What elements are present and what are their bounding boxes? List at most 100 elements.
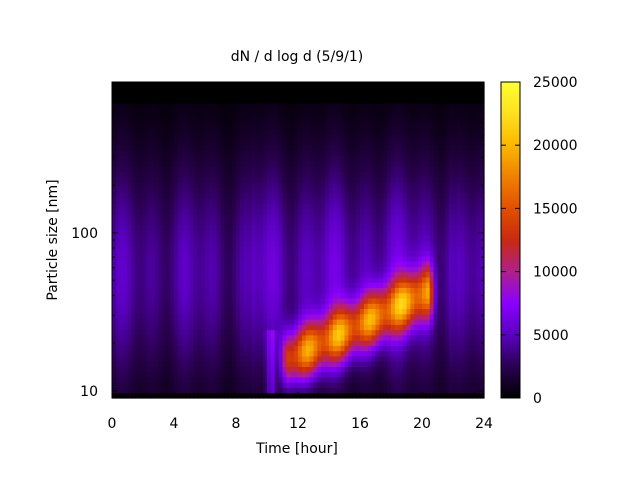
- heatmap-cell: [371, 387, 377, 394]
- heatmap-cell: [406, 245, 411, 252]
- heatmap-cell: [422, 113, 427, 120]
- heatmap-cell: [282, 292, 287, 299]
- heatmap-cell: [205, 308, 210, 315]
- heatmap-cell: [170, 376, 175, 383]
- heatmap-cell: [379, 261, 384, 267]
- heatmap-cell: [286, 134, 291, 141]
- heatmap-cell: [205, 376, 210, 383]
- heatmap-cell: [387, 266, 392, 273]
- heatmap-cell: [352, 340, 357, 346]
- heatmap-cell: [286, 166, 291, 173]
- heatmap-cell: [143, 313, 148, 320]
- heatmap-cell: [375, 203, 380, 209]
- heatmap-cell: [344, 161, 349, 167]
- heatmap-cell: [177, 324, 183, 331]
- heatmap-cell: [348, 197, 353, 204]
- heatmap-cell: [177, 255, 183, 262]
- heatmap-cell: [267, 124, 272, 130]
- heatmap-cell: [154, 350, 160, 357]
- heatmap-cell: [425, 218, 431, 225]
- heatmap-cell: [158, 155, 163, 162]
- heatmap-cell: [154, 276, 160, 283]
- heatmap-cell: [154, 218, 160, 225]
- heatmap-cell: [123, 392, 129, 399]
- heatmap-cell: [309, 155, 315, 162]
- heatmap-cell: [239, 266, 245, 273]
- heatmap-cell: [422, 308, 427, 315]
- heatmap-cell: [309, 366, 315, 373]
- heatmap-cell: [243, 266, 249, 273]
- heatmap-cell: [232, 118, 237, 125]
- heatmap-cell: [150, 324, 156, 331]
- heatmap-cell: [294, 345, 299, 352]
- heatmap-cell: [197, 355, 202, 362]
- heatmap-cell: [332, 382, 338, 389]
- heatmap-cell: [363, 203, 369, 209]
- heatmap-cell: [336, 176, 342, 183]
- heatmap-cell: [259, 97, 264, 104]
- heatmap-cell: [352, 271, 357, 278]
- heatmap-cell: [166, 297, 171, 304]
- heatmap-cell: [360, 218, 365, 225]
- heatmap-cell: [301, 371, 307, 378]
- heatmap-cell: [143, 266, 148, 273]
- heatmap-cell: [329, 382, 334, 389]
- heatmap-cell: [418, 161, 423, 167]
- heatmap-cell: [406, 366, 411, 373]
- heatmap-cell: [301, 203, 307, 209]
- heatmap-cell: [115, 213, 121, 220]
- heatmap-cell: [193, 276, 198, 283]
- heatmap-cell: [263, 145, 268, 152]
- heatmap-cell: [418, 150, 423, 157]
- heatmap-cell: [243, 155, 249, 162]
- heatmap-cell: [251, 366, 256, 373]
- heatmap-cell: [352, 313, 357, 320]
- heatmap-cell: [367, 324, 373, 331]
- heatmap-cell: [255, 187, 260, 194]
- heatmap-cell: [282, 182, 287, 188]
- heatmap-cell: [197, 150, 202, 157]
- heatmap-cell: [317, 197, 322, 204]
- heatmap-cell: [348, 240, 353, 246]
- heatmap-cell: [251, 255, 256, 262]
- heatmap-cell: [119, 150, 125, 157]
- heatmap-cell: [150, 118, 156, 125]
- heatmap-cell: [379, 182, 384, 188]
- heatmap-cell: [143, 366, 148, 373]
- heatmap-cell: [177, 340, 183, 346]
- heatmap-cell: [146, 124, 152, 130]
- heatmap-cell: [181, 371, 187, 378]
- heatmap-cell: [236, 124, 241, 130]
- heatmap-cell: [286, 266, 291, 273]
- heatmap-cell: [208, 87, 214, 94]
- heatmap-cell: [329, 266, 334, 273]
- heatmap-cell: [112, 155, 117, 162]
- heatmap-cell: [383, 176, 388, 183]
- heatmap-cell: [263, 392, 268, 399]
- heatmap-cell: [348, 297, 353, 304]
- heatmap-cell: [294, 192, 299, 199]
- heatmap-cell: [418, 345, 423, 352]
- heatmap-cell: [224, 197, 229, 204]
- heatmap-cell: [263, 282, 268, 288]
- heatmap-cell: [208, 129, 214, 136]
- heatmap-cell: [367, 82, 373, 88]
- heatmap-cell: [247, 218, 253, 225]
- heatmap-cell: [363, 319, 369, 325]
- heatmap-cell: [391, 208, 396, 215]
- heatmap-cell: [402, 139, 408, 146]
- heatmap-cell: [286, 324, 291, 331]
- heatmap-cell: [348, 234, 353, 241]
- heatmap-cell: [243, 392, 249, 399]
- heatmap-cell: [336, 371, 342, 378]
- heatmap-cell: [150, 308, 156, 315]
- heatmap-cell: [394, 182, 400, 188]
- heatmap-cell: [131, 97, 136, 104]
- heatmap-cell: [112, 218, 117, 225]
- heatmap-cell: [367, 155, 373, 162]
- heatmap-cell: [112, 113, 117, 120]
- heatmap-cell: [259, 129, 264, 136]
- heatmap-cell: [402, 103, 408, 109]
- heatmap-cell: [212, 92, 218, 99]
- heatmap-cell: [356, 329, 361, 336]
